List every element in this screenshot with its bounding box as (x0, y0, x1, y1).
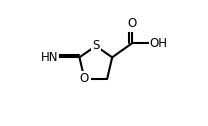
Text: O: O (127, 17, 136, 30)
Text: HN: HN (41, 51, 58, 64)
Text: OH: OH (149, 37, 167, 50)
Text: O: O (80, 72, 89, 85)
Text: S: S (92, 39, 99, 53)
